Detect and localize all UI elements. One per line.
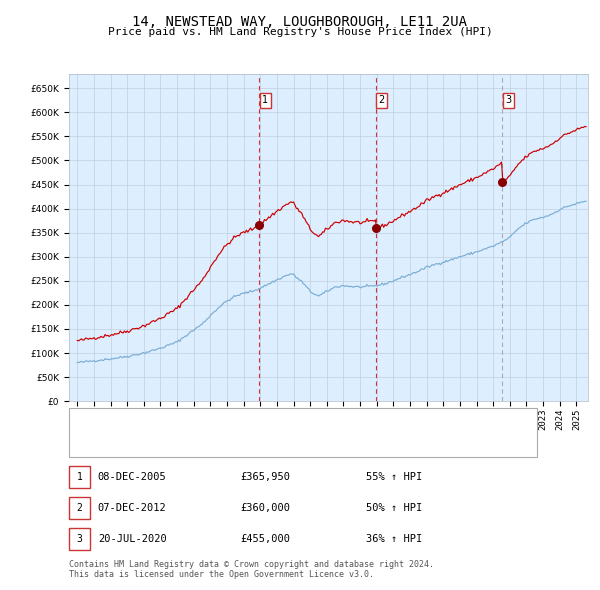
Text: 2: 2 (77, 503, 82, 513)
Text: 3: 3 (77, 534, 82, 543)
Text: 20-JUL-2020: 20-JUL-2020 (98, 534, 167, 543)
Text: Price paid vs. HM Land Registry's House Price Index (HPI): Price paid vs. HM Land Registry's House … (107, 27, 493, 37)
Text: Contains HM Land Registry data © Crown copyright and database right 2024.
This d: Contains HM Land Registry data © Crown c… (69, 560, 434, 579)
Text: £455,000: £455,000 (240, 534, 290, 543)
Text: £365,950: £365,950 (240, 473, 290, 482)
Text: 08-DEC-2005: 08-DEC-2005 (98, 473, 167, 482)
Text: 36% ↑ HPI: 36% ↑ HPI (366, 534, 422, 543)
Text: £360,000: £360,000 (240, 503, 290, 513)
Text: 50% ↑ HPI: 50% ↑ HPI (366, 503, 422, 513)
Text: 3: 3 (505, 95, 511, 105)
Text: 1: 1 (262, 95, 268, 105)
Text: 2: 2 (379, 95, 385, 105)
Text: 07-DEC-2012: 07-DEC-2012 (98, 503, 167, 513)
Text: 1: 1 (77, 473, 82, 482)
Text: 55% ↑ HPI: 55% ↑ HPI (366, 473, 422, 482)
Text: HPI: Average price, detached house, Charnwood: HPI: Average price, detached house, Char… (116, 441, 374, 450)
Text: 14, NEWSTEAD WAY, LOUGHBOROUGH, LE11 2UA (detached house): 14, NEWSTEAD WAY, LOUGHBOROUGH, LE11 2UA… (116, 418, 443, 427)
Text: 14, NEWSTEAD WAY, LOUGHBOROUGH, LE11 2UA: 14, NEWSTEAD WAY, LOUGHBOROUGH, LE11 2UA (133, 15, 467, 29)
